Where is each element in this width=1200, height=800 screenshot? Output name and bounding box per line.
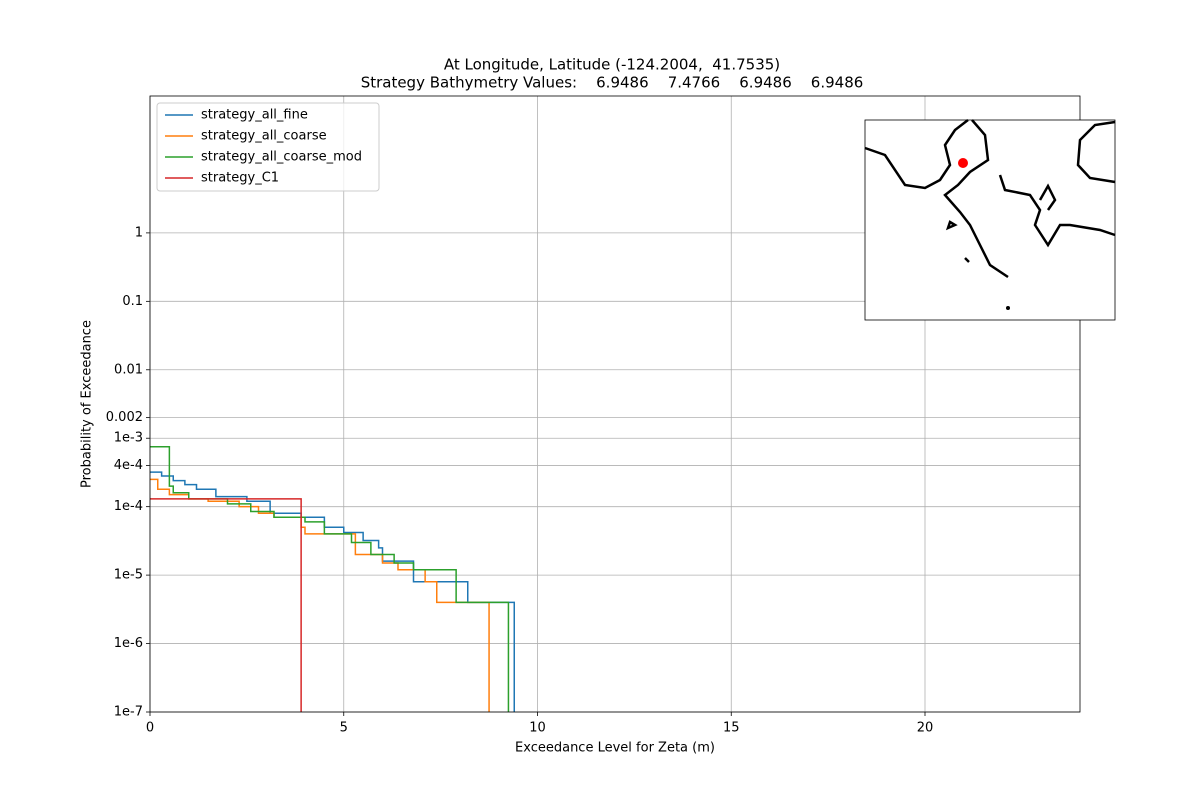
series-line <box>150 478 490 712</box>
y-tick-label: 1e-5 <box>114 568 143 583</box>
legend: strategy_all_fine strategy_all_coarsestra… <box>156 102 380 192</box>
location-marker <box>958 158 968 168</box>
island <box>1006 306 1010 310</box>
y-tick-label: 1e-4 <box>114 499 143 514</box>
axes-frame <box>149 95 1081 713</box>
series-line <box>150 471 515 712</box>
inset-frame <box>864 119 1116 321</box>
y-tick-label: 1e-7 <box>114 705 143 720</box>
legend-label: strategy_all_fine <box>201 108 308 123</box>
y-tick-label: 0.002 <box>106 410 143 425</box>
island <box>964 257 970 263</box>
coastline <box>943 119 1009 279</box>
y-tick-label: 4e-4 <box>114 458 143 473</box>
series-line <box>150 498 302 712</box>
x-tick-label: 0 <box>146 721 154 736</box>
island <box>945 220 958 231</box>
y-tick-label: 1 <box>135 225 143 240</box>
x-tick-label: 15 <box>723 721 740 736</box>
coastline <box>864 119 969 190</box>
coastline <box>998 174 1116 248</box>
x-axis-label: Exceedance Level for Zeta (m) <box>515 741 715 756</box>
x-tick-label: 5 <box>340 721 348 736</box>
legend-label: strategy_C1 <box>201 171 279 186</box>
legend-label: strategy_all_coarse <box>201 129 327 144</box>
y-axis-label: Probability of Exceedance <box>80 320 95 488</box>
inset-map <box>864 119 1116 321</box>
chart-title: At Longitude, Latitude (-124.2004, 41.75… <box>444 56 780 74</box>
y-tick-label: 0.1 <box>122 294 143 309</box>
y-tick-label: 1e-6 <box>114 636 143 651</box>
legend-label: strategy_all_coarse_mod <box>201 150 362 165</box>
coastline <box>1076 120 1116 184</box>
legend-box <box>156 102 380 192</box>
y-tick-label: 0.01 <box>114 362 143 377</box>
x-tick-label: 10 <box>529 721 546 736</box>
chart-subtitle: Strategy Bathymetry Values: 6.9486 7.476… <box>361 74 864 92</box>
x-tick-label: 20 <box>917 721 934 736</box>
coastline <box>1038 183 1057 211</box>
series-line <box>150 446 510 712</box>
y-tick-label: 1e-3 <box>114 431 143 446</box>
